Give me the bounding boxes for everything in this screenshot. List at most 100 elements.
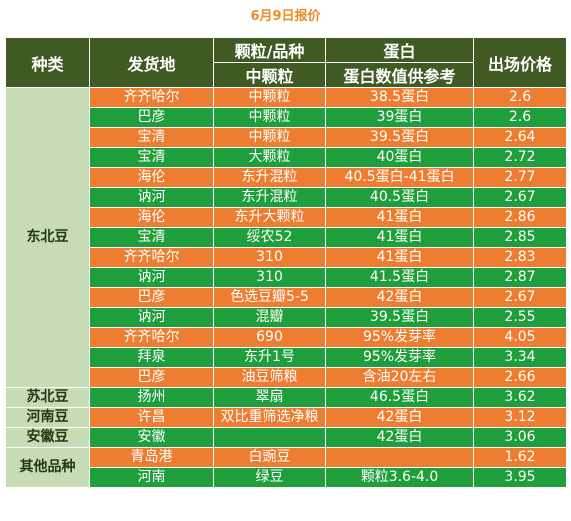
- price-cell: 2.6: [473, 107, 567, 128]
- price-table: 种类 发货地 颗粒/品种 蛋白 出场价格 中颗粒 蛋白数值供参考 东北豆 齐齐哈尔…: [5, 37, 567, 488]
- origin-cell: 齐齐哈尔: [89, 247, 214, 268]
- price-cell: 2.83: [473, 247, 567, 268]
- table-row: 河南 绿豆 颗粒3.6-4.0 3.95: [6, 467, 567, 488]
- protein-cell: 41蛋白: [325, 207, 474, 228]
- table-row: 齐齐哈尔 310 41蛋白 2.83: [6, 247, 567, 268]
- protein-cell: 42蛋白: [325, 407, 474, 428]
- variety-cell: 色选豆瓣5-5: [213, 287, 326, 308]
- origin-cell: 拜泉: [89, 347, 214, 368]
- origin-cell: 齐齐哈尔: [89, 327, 214, 348]
- category-cell: 东北豆: [5, 87, 90, 388]
- variety-cell: 310: [213, 247, 326, 268]
- protein-cell: 95%发芽率: [325, 347, 474, 368]
- header-protein-top: 蛋白: [325, 37, 474, 63]
- protein-cell: 40.5蛋白: [325, 187, 474, 208]
- price-cell: 2.85: [473, 227, 567, 248]
- origin-cell: 海伦: [89, 167, 214, 188]
- header-origin: 发货地: [89, 37, 214, 88]
- header-category: 种类: [5, 37, 90, 88]
- page-title: 6月9日报价: [250, 9, 321, 24]
- variety-cell: 中颗粒: [213, 107, 326, 128]
- protein-cell: 41.5蛋白: [325, 267, 474, 288]
- category-cell: 苏北豆: [5, 387, 90, 408]
- origin-cell: 巴彦: [89, 107, 214, 128]
- price-cell: 3.06: [473, 427, 567, 448]
- variety-cell: 中颗粒: [213, 87, 326, 108]
- table-row: 宝清 中颗粒 39.5蛋白 2.64: [6, 127, 567, 148]
- variety-cell: 绥农52: [213, 227, 326, 248]
- price-cell: 2.72: [473, 147, 567, 168]
- variety-cell: 混瓣: [213, 307, 326, 328]
- variety-cell: 东升1号: [213, 347, 326, 368]
- origin-cell: 巴彦: [89, 367, 214, 388]
- origin-cell: 讷河: [89, 307, 214, 328]
- price-cell: 3.95: [473, 467, 567, 488]
- protein-cell: 颗粒3.6-4.0: [325, 467, 474, 488]
- category-cell: 河南豆: [5, 407, 90, 428]
- protein-cell: 39蛋白: [325, 107, 474, 128]
- price-cell: 2.6: [473, 87, 567, 108]
- variety-cell: 双比重筛选净粮: [213, 407, 326, 428]
- price-cell: 2.64: [473, 127, 567, 148]
- table-row: 巴彦 油豆筛粮 含油20左右 2.66: [6, 367, 567, 388]
- header-variety-bottom: 中颗粒: [213, 62, 326, 88]
- table-row: 巴彦 色选豆瓣5-5 42蛋白 2.67: [6, 287, 567, 308]
- price-cell: 3.12: [473, 407, 567, 428]
- origin-cell: 青岛港: [89, 447, 214, 468]
- origin-cell: 宝清: [89, 127, 214, 148]
- protein-cell: 42蛋白: [325, 427, 474, 448]
- origin-cell: 许昌: [89, 407, 214, 428]
- protein-cell: 42蛋白: [325, 287, 474, 308]
- price-cell: 2.86: [473, 207, 567, 228]
- origin-cell: 扬州: [89, 387, 214, 408]
- table-row: 东北豆 齐齐哈尔 中颗粒 38.5蛋白 2.6: [5, 87, 567, 388]
- origin-cell: 讷河: [89, 267, 214, 288]
- price-cell: 2.55: [473, 307, 567, 328]
- variety-cell: 690: [213, 327, 326, 348]
- variety-cell: 东升混粒: [213, 187, 326, 208]
- protein-cell: 含油20左右: [325, 367, 474, 388]
- variety-cell: 大颗粒: [213, 147, 326, 168]
- variety-cell: 翠扇: [213, 387, 326, 408]
- table-row: 海伦 东升大颗粒 41蛋白 2.86: [6, 207, 567, 228]
- protein-cell: 46.5蛋白: [325, 387, 474, 408]
- variety-cell: 东升大颗粒: [213, 207, 326, 228]
- protein-cell: 39.5蛋白: [325, 127, 474, 148]
- origin-cell: 宝清: [89, 147, 214, 168]
- table-row: 苏北豆 扬州 翠扇 46.5蛋白 3.62: [5, 387, 567, 408]
- protein-cell: [325, 447, 474, 468]
- origin-cell: 齐齐哈尔: [89, 87, 214, 108]
- category-cell: 其他品种: [5, 447, 90, 488]
- origin-cell: 海伦: [89, 207, 214, 228]
- variety-cell: [213, 427, 326, 448]
- category-cell: 安徽豆: [5, 427, 90, 448]
- price-cell: 4.05: [473, 327, 567, 348]
- table-row: 讷河 310 41.5蛋白 2.87: [6, 267, 567, 288]
- variety-cell: 中颗粒: [213, 127, 326, 148]
- table-row: 宝清 大颗粒 40蛋白 2.72: [6, 147, 567, 168]
- header-price: 出场价格: [473, 37, 567, 88]
- table-row: 讷河 东升混粒 40.5蛋白 2.67: [6, 187, 567, 208]
- price-cell: 2.87: [473, 267, 567, 288]
- table-row: 海伦 东升混粒 40.5蛋白-41蛋白 2.77: [6, 167, 567, 188]
- header-protein-bottom: 蛋白数值供参考: [325, 62, 474, 88]
- protein-cell: 39.5蛋白: [325, 307, 474, 328]
- table-row: 讷河 混瓣 39.5蛋白 2.55: [6, 307, 567, 328]
- price-cell: 1.62: [473, 447, 567, 468]
- variety-cell: 油豆筛粮: [213, 367, 326, 388]
- protein-cell: 40.5蛋白-41蛋白: [325, 167, 474, 188]
- origin-cell: 河南: [89, 467, 214, 488]
- table-body: 东北豆 齐齐哈尔 中颗粒 38.5蛋白 2.6 巴彦 中颗粒 39蛋白 2.6 宝清 中颗粒 39.5…: [5, 87, 567, 488]
- protein-cell: 41蛋白: [325, 247, 474, 268]
- table-row: 其他品种 青岛港 白豌豆 1.62: [5, 447, 567, 488]
- price-cell: 3.34: [473, 347, 567, 368]
- origin-cell: 巴彦: [89, 287, 214, 308]
- table-row: 宝清 绥农52 41蛋白 2.85: [6, 227, 567, 248]
- header-variety-top: 颗粒/品种: [213, 37, 326, 63]
- origin-cell: 安徽: [89, 427, 214, 448]
- variety-cell: 绿豆: [213, 467, 326, 488]
- protein-cell: 95%发芽率: [325, 327, 474, 348]
- variety-cell: 东升混粒: [213, 167, 326, 188]
- origin-cell: 讷河: [89, 187, 214, 208]
- origin-cell: 宝清: [89, 227, 214, 248]
